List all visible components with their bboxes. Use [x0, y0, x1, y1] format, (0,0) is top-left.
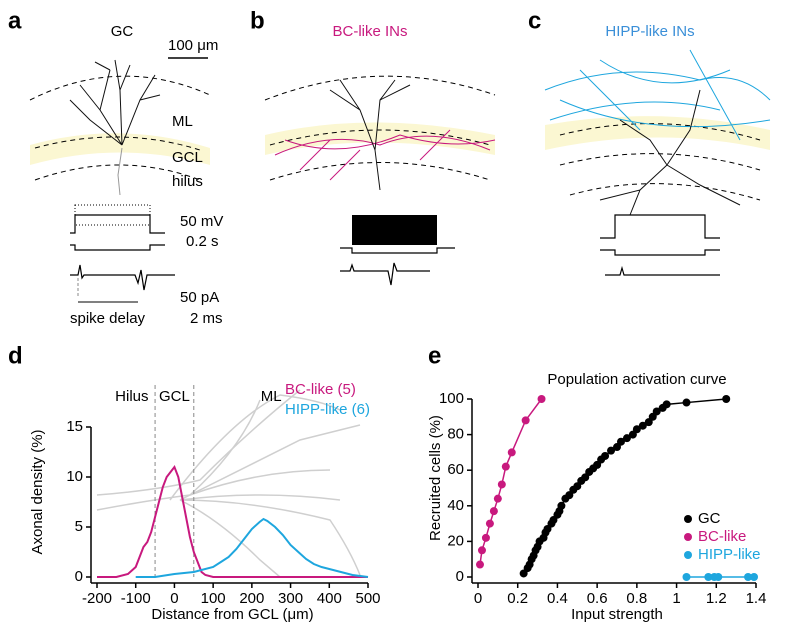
series-line — [97, 464, 368, 578]
data-point — [557, 501, 566, 510]
data-point — [481, 533, 490, 542]
data-point — [507, 448, 516, 457]
traces-c — [600, 214, 720, 276]
x-tick-label: 1.4 — [746, 590, 767, 607]
layer-label: ML — [172, 113, 193, 130]
data-point — [497, 480, 506, 489]
data-point — [722, 395, 731, 403]
x-tick-label: 0.6 — [587, 590, 608, 607]
data-point — [521, 416, 530, 425]
background-traces — [96, 389, 361, 578]
panel-title: HIPP-like INs — [605, 23, 694, 40]
morphology-b — [264, 75, 496, 191]
y-tick-label: 20 — [447, 532, 464, 549]
x-tick-label: 100 — [201, 590, 226, 607]
legend-label: HIPP-like — [698, 546, 761, 563]
panel-label: d — [8, 342, 23, 369]
data-point — [493, 494, 502, 503]
chart-title: Population activation curve — [547, 371, 726, 388]
x-tick-label: 400 — [317, 590, 342, 607]
x-tick-label: 1 — [672, 590, 680, 607]
data-point — [501, 462, 510, 471]
scale-label: 2 ms — [190, 310, 223, 327]
y-axis-label: Recruited cells (%) — [427, 415, 444, 541]
layer-label: hilus — [172, 173, 203, 190]
panel-label: b — [250, 7, 265, 34]
scale-label: 50 pA — [180, 289, 219, 306]
morphology-a — [29, 59, 211, 196]
panel-title: GC — [111, 23, 134, 40]
data-point — [489, 507, 498, 516]
x-axis-label: Input strength — [571, 606, 663, 623]
legend-label: BC-like — [698, 528, 746, 545]
traces-a — [70, 204, 175, 303]
data-point — [662, 400, 671, 409]
panel-label: e — [428, 342, 441, 369]
y-axis-label: Axonal density (%) — [29, 429, 46, 554]
data-point — [750, 573, 759, 581]
y-tick-label: 40 — [447, 497, 464, 514]
legend-label: GC — [698, 510, 721, 527]
data-point — [475, 560, 484, 569]
data-point — [485, 519, 494, 528]
data-point — [652, 407, 661, 416]
x-axis-label: Distance from GCL (μm) — [151, 606, 313, 623]
legend-marker — [684, 533, 692, 541]
series-line — [135, 517, 369, 578]
y-tick-label: 80 — [447, 426, 464, 443]
x-tick-label: 0.2 — [507, 590, 528, 607]
x-tick-label: 0 — [170, 590, 178, 607]
x-tick-label: 0 — [474, 590, 482, 607]
panel-label: c — [528, 7, 541, 34]
x-tick-label: 0.4 — [547, 590, 568, 607]
y-tick-label: 5 — [75, 518, 83, 535]
region-label: Hilus — [115, 388, 148, 405]
y-tick-label: 0 — [456, 568, 464, 585]
data-point — [744, 573, 753, 581]
panel-title: BC-like INs — [332, 23, 407, 40]
legend-marker — [684, 551, 692, 559]
y-tick-label: 60 — [447, 461, 464, 478]
y-tick-label: 15 — [66, 418, 83, 435]
legend-label: HIPP-like (6) — [285, 401, 370, 418]
morphology-c — [544, 49, 771, 216]
data-point — [632, 425, 641, 434]
x-tick-label: 0.8 — [626, 590, 647, 607]
data-point — [704, 573, 713, 581]
y-tick-label: 0 — [75, 568, 83, 585]
region-label: ML — [261, 388, 282, 405]
scale-label: 50 mV — [180, 213, 223, 230]
region-label: GCL — [159, 388, 190, 405]
data-point — [537, 395, 546, 403]
layer-label: GCL — [172, 149, 203, 166]
legend-label: BC-like (5) — [285, 381, 356, 398]
scale-label: 0.2 s — [186, 233, 219, 250]
panel-label: a — [8, 7, 22, 34]
legend-marker — [684, 515, 692, 523]
x-tick-label: -200 — [82, 590, 112, 607]
x-tick-label: 1.2 — [706, 590, 727, 607]
data-point — [477, 546, 486, 555]
data-point — [616, 437, 625, 446]
data-point — [607, 446, 616, 455]
data-point — [682, 398, 691, 407]
data-point — [622, 434, 631, 443]
x-tick-label: 300 — [278, 590, 303, 607]
data-point — [714, 573, 723, 581]
y-tick-label: 10 — [66, 468, 83, 485]
x-tick-label: -100 — [121, 590, 151, 607]
traces-b — [340, 215, 455, 286]
x-tick-label: 500 — [355, 590, 380, 607]
data-point — [638, 421, 647, 430]
data-point — [682, 573, 691, 581]
y-tick-label: 100 — [439, 390, 464, 407]
annotation: spike delay — [70, 310, 146, 327]
data-point — [601, 451, 610, 460]
scale-label: 100 μm — [168, 37, 218, 54]
series-line — [523, 398, 727, 574]
x-tick-label: 200 — [239, 590, 264, 607]
